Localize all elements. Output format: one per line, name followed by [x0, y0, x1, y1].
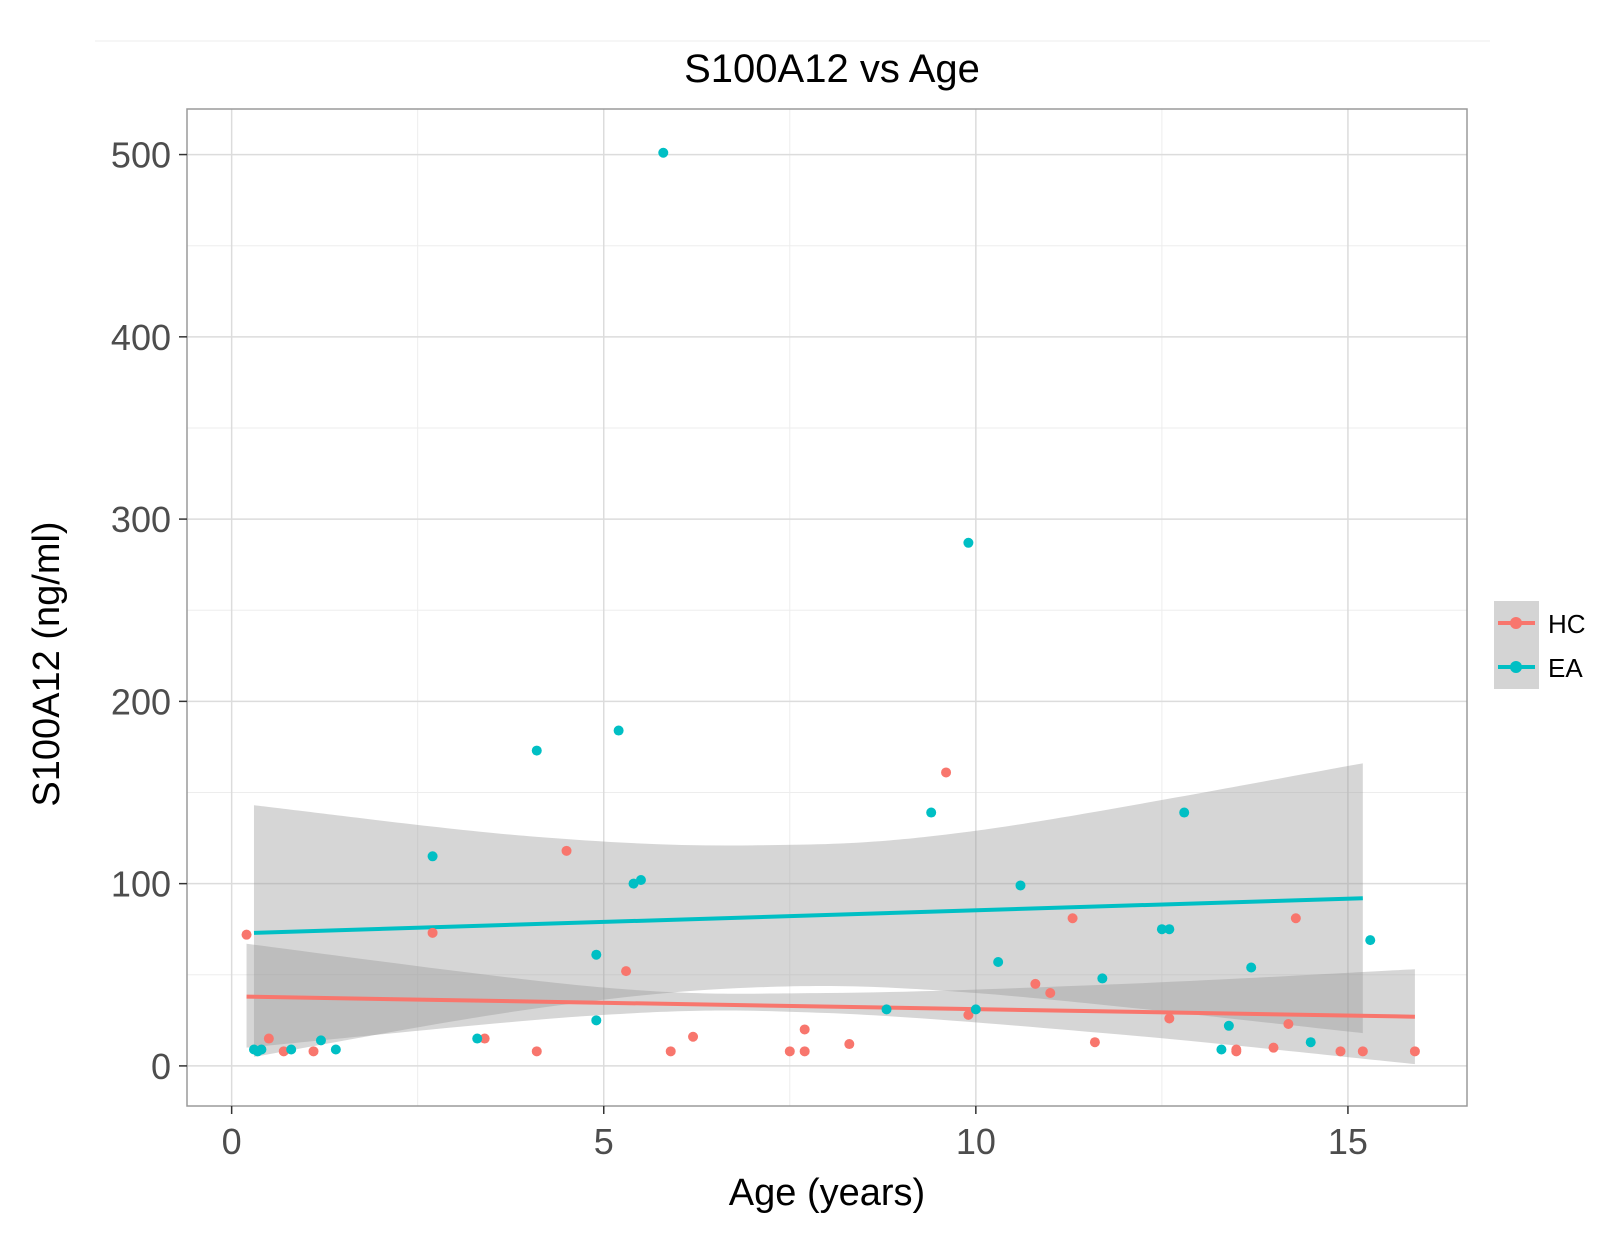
- point-ea-25: [1216, 1044, 1227, 1055]
- point-hc-16: [963, 1009, 974, 1020]
- point-ea-6: [427, 851, 438, 862]
- point-ea-26: [1223, 1020, 1234, 1031]
- point-ea-23: [1164, 924, 1175, 935]
- point-hc-5: [479, 1033, 490, 1044]
- y-tick-label-400: 400: [111, 317, 171, 358]
- point-ea-4: [315, 1035, 326, 1046]
- point-ea-10: [591, 1015, 602, 1026]
- point-hc-15: [941, 767, 952, 778]
- point-hc-18: [1045, 987, 1056, 998]
- point-ea-2: [256, 1044, 267, 1055]
- point-hc-9: [665, 1046, 676, 1057]
- point-ea-21: [1097, 973, 1108, 984]
- point-ea-8: [531, 745, 542, 756]
- point-ea-19: [993, 957, 1004, 968]
- point-ea-5: [330, 1044, 341, 1055]
- point-hc-10: [688, 1031, 699, 1042]
- plot-border: [186, 108, 1468, 1107]
- x-axis-label: Age (years): [729, 1172, 925, 1214]
- point-hc-1: [263, 1033, 274, 1044]
- point-hc-24: [1268, 1042, 1279, 1053]
- chart-title: S100A12 vs Age: [684, 47, 980, 91]
- point-ea-17: [963, 537, 974, 548]
- point-ea-12: [628, 878, 639, 889]
- point-ea-18: [970, 1004, 981, 1015]
- point-ea-16: [926, 807, 937, 818]
- point-hc-13: [799, 1024, 810, 1035]
- confidence-bands: [246, 763, 1415, 1065]
- grid-major: [187, 109, 1467, 1106]
- point-hc-23: [1231, 1044, 1242, 1055]
- legend-label-ea: EA: [1548, 653, 1583, 683]
- y-tick-label-500: 500: [111, 135, 171, 176]
- legend: HC EA: [1494, 601, 1586, 689]
- point-ea-29: [1365, 935, 1376, 946]
- legend-marker-ea: [1510, 661, 1522, 673]
- point-hc-3: [308, 1046, 319, 1057]
- x-axis: 0 5 10 15: [222, 1106, 1368, 1162]
- point-hc-8: [621, 966, 632, 977]
- y-tick-label-300: 300: [111, 499, 171, 540]
- point-hc-4: [427, 927, 438, 938]
- point-hc-0: [241, 929, 252, 940]
- legend-marker-hc: [1510, 617, 1522, 629]
- y-axis-label: S100A12 (ng/ml): [26, 521, 68, 806]
- plot-background: [187, 109, 1467, 1106]
- point-hc-12: [799, 1046, 810, 1057]
- x-tick-label-15: 15: [1328, 1121, 1368, 1162]
- x-tick-label-5: 5: [594, 1121, 614, 1162]
- point-ea-3: [286, 1044, 297, 1055]
- point-hc-26: [1290, 913, 1301, 924]
- point-hc-7: [561, 845, 572, 856]
- point-hc-29: [1409, 1046, 1420, 1057]
- legend-key-background: [1494, 601, 1539, 689]
- point-hc-21: [1164, 1013, 1175, 1024]
- point-ea-27: [1246, 962, 1257, 973]
- point-hc-19: [1067, 913, 1078, 924]
- y-axis: 0 100 200 300 400 500: [111, 135, 187, 1087]
- point-hc-20: [1089, 1037, 1100, 1048]
- fit-lines: [246, 896, 1415, 1019]
- point-ea-15: [881, 1004, 892, 1015]
- point-hc-25: [1283, 1018, 1294, 1029]
- point-ea-9: [591, 949, 602, 960]
- fit-line-hc: [246, 994, 1415, 1019]
- point-hc-27: [1335, 1046, 1346, 1057]
- point-ea-11: [613, 725, 624, 736]
- x-tick-label-0: 0: [222, 1121, 242, 1162]
- y-tick-label-0: 0: [151, 1046, 171, 1087]
- legend-item-ea: EA: [1498, 653, 1583, 683]
- x-tick-label-10: 10: [956, 1121, 996, 1162]
- legend-label-hc: HC: [1548, 609, 1586, 639]
- confidence-band-hc: [246, 943, 1415, 1065]
- y-tick-label-200: 200: [111, 681, 171, 722]
- data-points: [241, 147, 1420, 1057]
- point-hc-14: [844, 1039, 855, 1050]
- point-ea-20: [1015, 880, 1026, 891]
- point-ea-7: [472, 1033, 483, 1044]
- grid-minor: [187, 109, 1467, 1106]
- point-ea-13: [635, 874, 646, 885]
- confidence-band-ea: [253, 763, 1363, 1057]
- point-hc-6: [531, 1046, 542, 1057]
- point-hc-17: [1030, 978, 1041, 989]
- y-tick-label-100: 100: [111, 864, 171, 905]
- point-ea-22: [1156, 924, 1167, 935]
- point-hc-11: [784, 1046, 795, 1057]
- plot-panel: [186, 108, 1468, 1107]
- fit-line-ea: [253, 896, 1363, 935]
- legend-item-hc: HC: [1498, 609, 1586, 639]
- point-ea-24: [1179, 807, 1190, 818]
- point-ea-14: [658, 147, 669, 158]
- point-hc-28: [1357, 1046, 1368, 1057]
- point-ea-28: [1305, 1037, 1316, 1048]
